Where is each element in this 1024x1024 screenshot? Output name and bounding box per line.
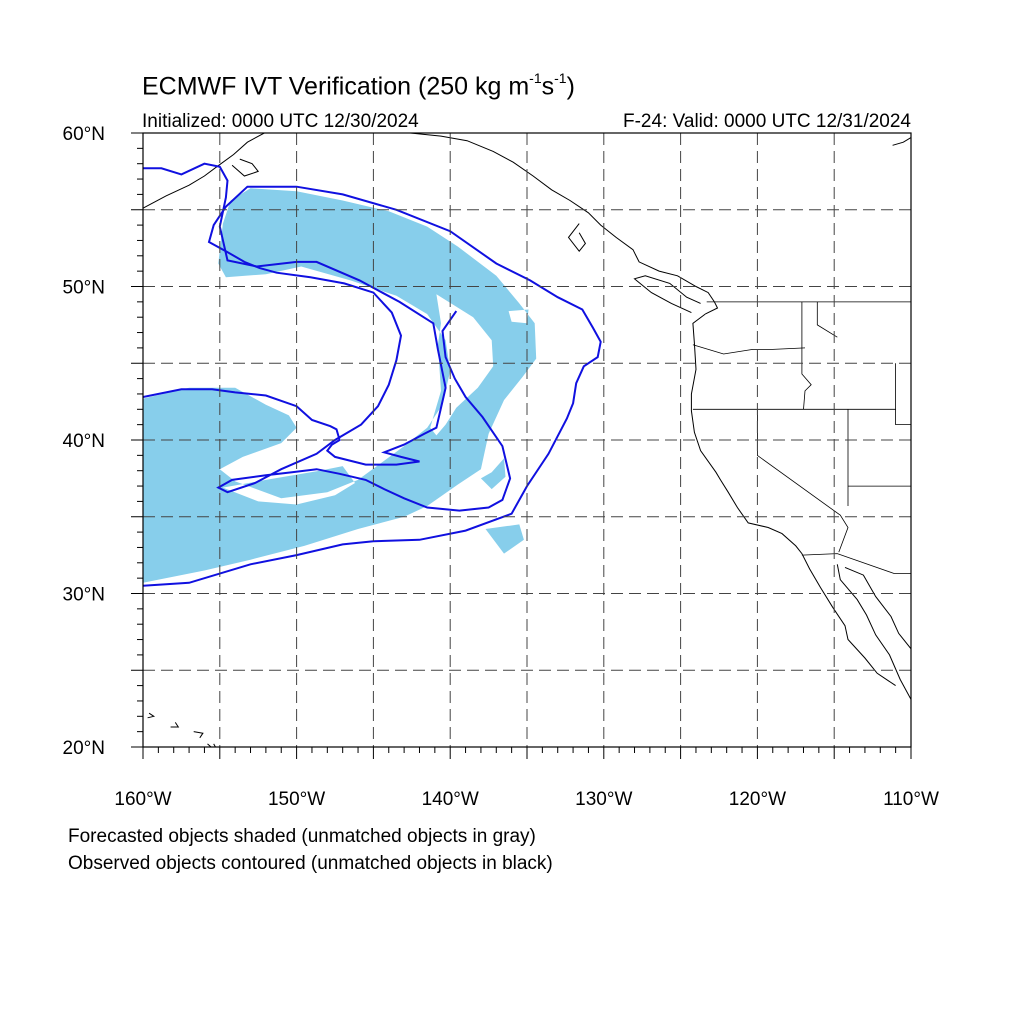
lon-tick-label: 110°W: [883, 789, 939, 810]
lon-tick-label: 150°W: [268, 789, 325, 810]
political-border: [692, 344, 806, 355]
political-border: [801, 301, 812, 410]
lon-tick-label: 160°W: [114, 789, 171, 810]
political-border: [816, 301, 838, 338]
political-border: [801, 553, 911, 574]
figure-title: ECMWF IVT Verification (250 kg m-1s-1): [142, 70, 575, 101]
coastline: [836, 564, 911, 700]
political-border: [895, 363, 911, 425]
lon-tick-label: 130°W: [575, 789, 632, 810]
coastline: [410, 133, 719, 315]
coastline: [231, 158, 260, 177]
forecast-object: [143, 188, 537, 583]
title-close-paren: ): [566, 72, 575, 101]
coastline: [567, 223, 587, 253]
valid-time: F-24: Valid: 0000 UTC 12/31/2024: [623, 111, 911, 132]
coastline: [143, 133, 265, 209]
coastline: [633, 275, 701, 314]
lat-tick-label: 20°N: [63, 738, 105, 759]
observed-contour: [143, 162, 447, 466]
title-superscript-2: -1: [554, 70, 567, 86]
title-unit-s: s: [541, 72, 555, 101]
lat-tick-label: 40°N: [63, 431, 105, 452]
initialized-time: Initialized: 0000 UTC 12/30/2024: [142, 111, 419, 132]
coastline: [147, 712, 156, 719]
lat-tick-label: 60°N: [63, 124, 105, 145]
footnote-forecast: Forecasted objects shaded (unmatched obj…: [68, 826, 536, 847]
lat-tick-label: 30°N: [63, 585, 105, 606]
coastline: [207, 743, 217, 747]
lon-tick-label: 140°W: [422, 789, 479, 810]
observed-contour: [143, 185, 602, 587]
lon-tick-label: 120°W: [729, 789, 786, 810]
lat-tick-label: 50°N: [63, 278, 105, 299]
coastline: [170, 722, 180, 728]
coastline: [892, 137, 911, 146]
coastline: [690, 313, 896, 687]
coastline: [193, 731, 204, 739]
footnote-observed: Observed objects contoured (unmatched ob…: [68, 853, 553, 874]
coastline: [844, 566, 911, 650]
title-text: ECMWF IVT Verification (250 kg m: [142, 72, 530, 101]
title-superscript-1: -1: [529, 70, 542, 86]
